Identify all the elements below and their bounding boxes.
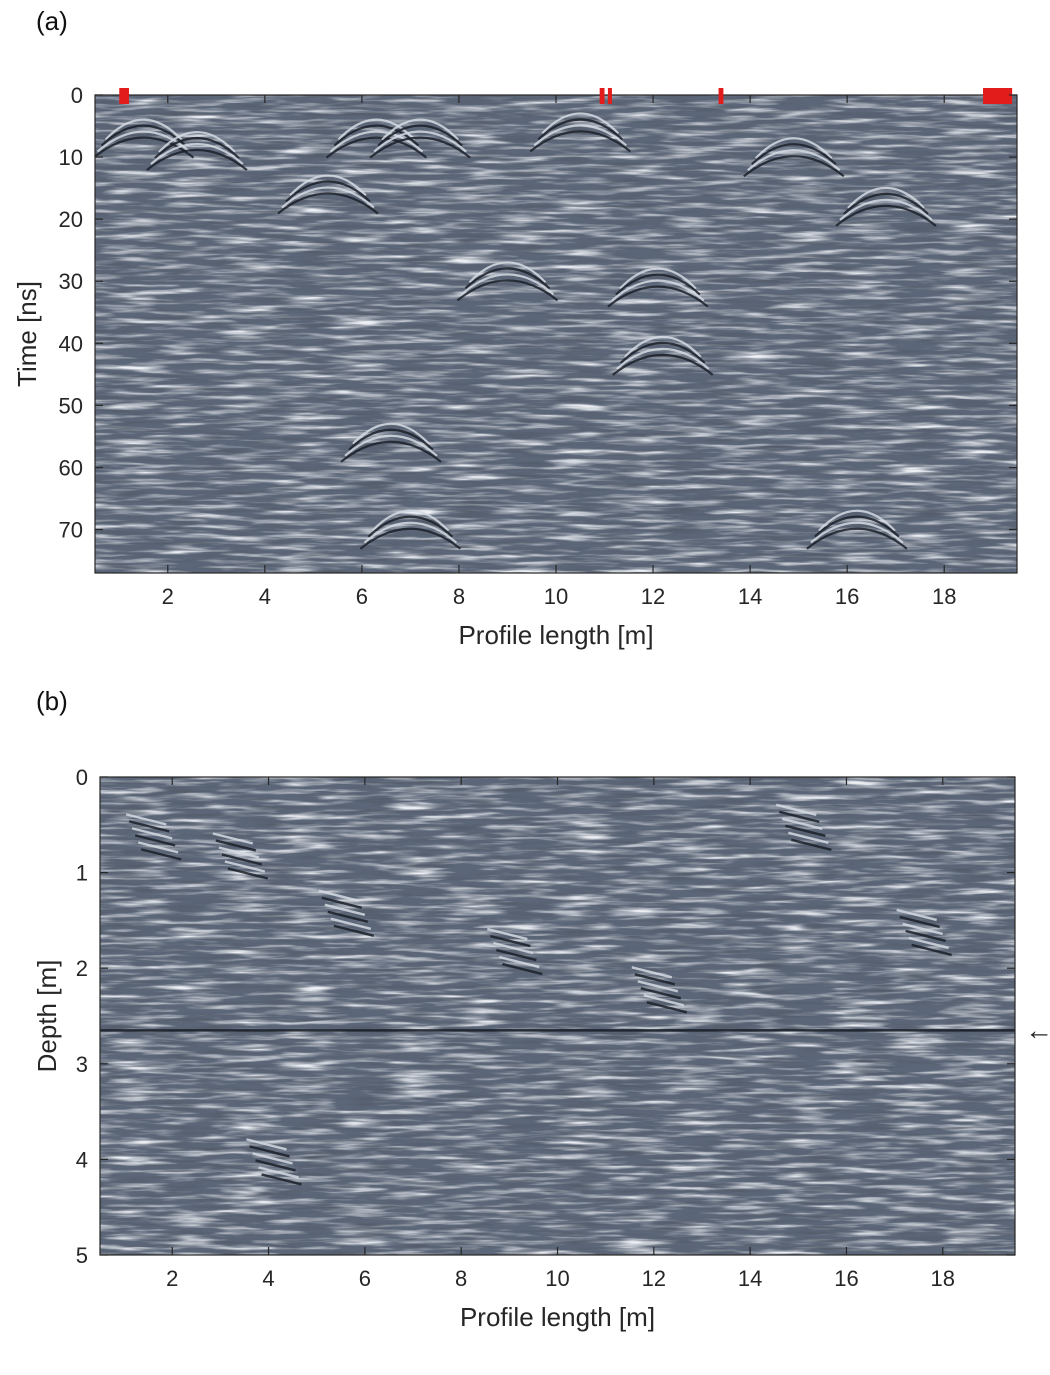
hyperbola-reflection <box>340 422 442 463</box>
reflection-feature <box>631 966 688 1014</box>
x-axis-label: Profile length [m] <box>460 1302 655 1332</box>
surface-marker <box>983 88 1013 104</box>
radargram-texture-dark <box>100 777 1015 1255</box>
x-tick-label: 12 <box>642 1266 666 1291</box>
x-tick-label: 8 <box>455 1266 467 1291</box>
hyperbola-reflection <box>277 174 379 215</box>
y-tick-label: 1 <box>76 861 88 886</box>
x-tick-label: 10 <box>545 1266 569 1291</box>
hyperbola-reflection <box>607 267 709 308</box>
surface-marker <box>607 88 612 104</box>
reflection-feature <box>246 1138 302 1186</box>
reflection-feature <box>775 803 832 851</box>
reflection-feature <box>125 813 182 861</box>
y-tick-label: 20 <box>59 207 83 232</box>
x-tick-label: 2 <box>166 1266 178 1291</box>
x-tick-label: 4 <box>262 1266 274 1291</box>
reflection-feature <box>318 889 375 938</box>
y-tick-label: 2 <box>76 956 88 981</box>
y-tick-label: 5 <box>76 1243 88 1268</box>
x-tick-label: 14 <box>738 1266 762 1291</box>
hyperbola-reflection <box>359 509 462 550</box>
x-tick-label: 18 <box>932 584 956 609</box>
x-tick-label: 2 <box>162 584 174 609</box>
x-tick-label: 8 <box>453 584 465 609</box>
y-tick-label: 30 <box>59 269 83 294</box>
x-tick-label: 6 <box>356 584 368 609</box>
y-tick-label: 10 <box>59 145 83 170</box>
hyperbola-reflection <box>806 509 908 550</box>
x-tick-label: 16 <box>834 1266 858 1291</box>
reflection-feature <box>487 927 543 976</box>
reflector-arrow-icon: ← <box>1025 1014 1050 1045</box>
panel-label-b: (b) <box>36 686 68 716</box>
y-axis-label: Depth [m] <box>32 960 62 1073</box>
x-tick-label: 6 <box>359 1266 371 1291</box>
hyperbola-reflection <box>146 130 248 171</box>
x-tick-label: 18 <box>931 1266 955 1291</box>
reflection-feature <box>896 908 952 957</box>
y-axis-label: Time [ns] <box>12 281 42 387</box>
x-tick-label: 16 <box>835 584 859 609</box>
y-tick-label: 40 <box>59 331 83 356</box>
y-tick-label: 0 <box>71 83 83 108</box>
hyperbola-reflection <box>835 186 937 227</box>
x-tick-label: 10 <box>544 584 568 609</box>
y-tick-label: 0 <box>76 765 88 790</box>
hyperbola-reflection <box>612 335 714 376</box>
y-tick-label: 60 <box>59 455 83 480</box>
radargram-texture-dark <box>95 95 1017 573</box>
surface-marker <box>119 88 129 104</box>
reflection-feature <box>212 832 269 880</box>
surface-marker <box>599 88 605 104</box>
y-tick-label: 70 <box>59 518 83 543</box>
x-tick-label: 4 <box>259 584 271 609</box>
y-tick-label: 4 <box>76 1147 88 1172</box>
gpr-radargram-chart-a: 2 4 6 8 10 12 14 16 18 0 10 20 30 40 50 60 70 Profile len… <box>12 83 1018 650</box>
y-tick-label: 3 <box>76 1052 88 1077</box>
panel-label-a: (a) <box>36 6 68 36</box>
hyperbola-reflection <box>743 137 845 178</box>
surface-marker <box>718 88 724 104</box>
hyperbola-reflection <box>95 118 195 159</box>
x-axis-label: Profile length [m] <box>458 620 653 650</box>
y-tick-label: 50 <box>59 393 83 418</box>
x-tick-label: 12 <box>641 584 665 609</box>
x-tick-label: 14 <box>738 584 762 609</box>
hyperbola-reflection <box>529 112 631 153</box>
hyperbola-reflection <box>369 118 471 159</box>
hyperbola-reflection <box>456 261 559 302</box>
